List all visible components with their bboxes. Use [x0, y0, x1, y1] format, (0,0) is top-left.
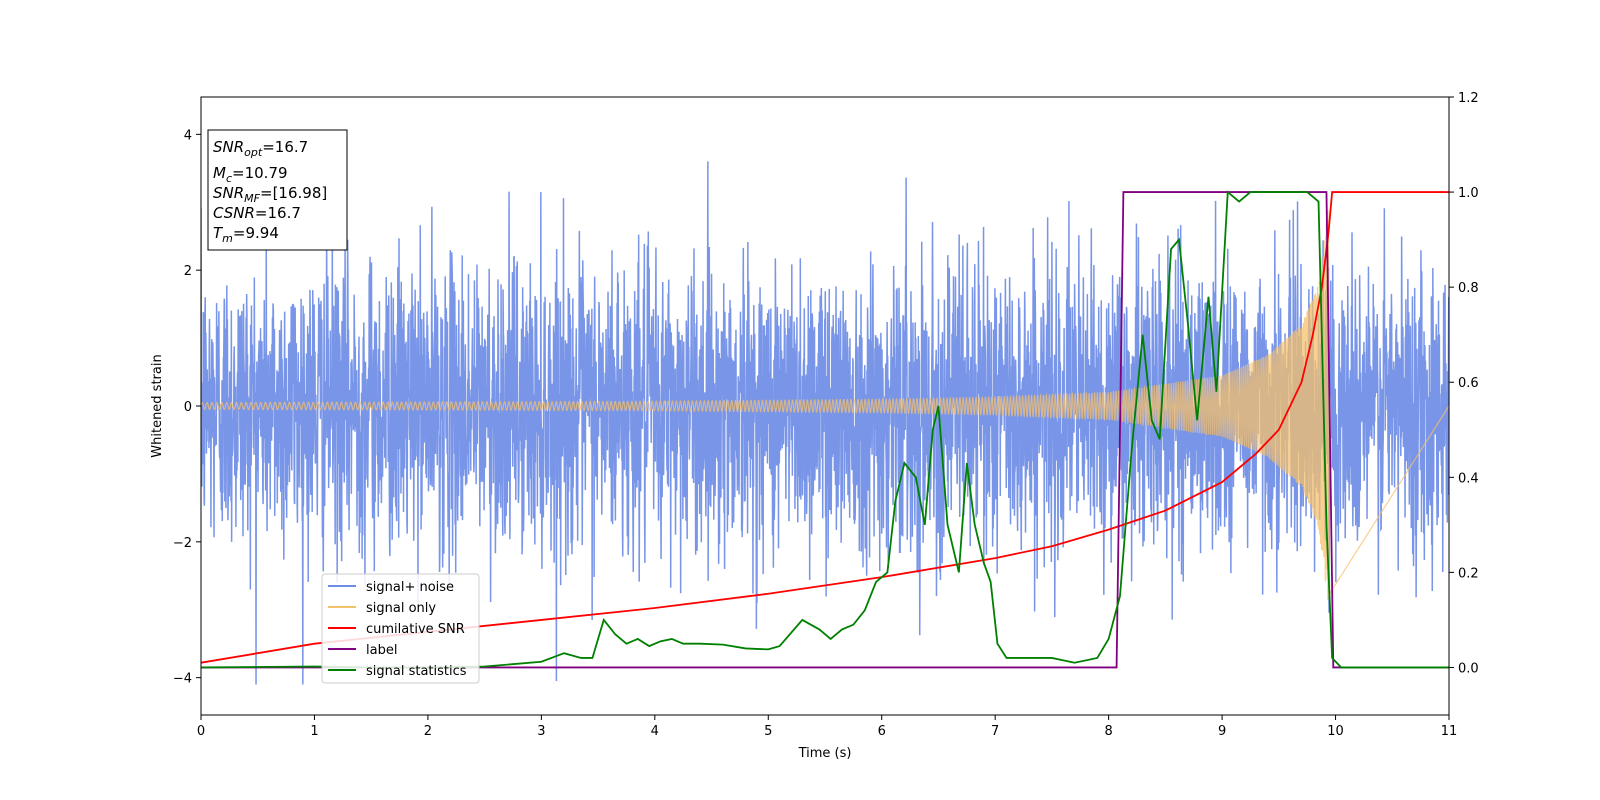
legend-label-cumilative-snr: cumilative SNR	[366, 622, 465, 637]
x-tick-label: 8	[1104, 724, 1112, 739]
info-box-frame	[207, 129, 348, 251]
legend-label-signal-statistics: signal statistics	[366, 664, 467, 679]
y-left-tick-label: 2	[184, 264, 192, 279]
y-right-tick-label: 0.8	[1458, 281, 1479, 296]
x-tick-label: 2	[424, 724, 432, 739]
y-axis-label-left: Whitened strain	[150, 354, 165, 457]
y-right-tick-label: 1.2	[1458, 91, 1479, 106]
x-tick-label: 10	[1327, 724, 1344, 739]
y-left-tick-label: 0	[184, 400, 192, 415]
x-tick-label: 5	[764, 724, 772, 739]
legend-label-label: label	[366, 643, 397, 658]
legend-frame	[321, 573, 480, 684]
legend-label-signal-noise: signal+ noise	[366, 580, 454, 595]
info-line: Mc=10.79	[213, 164, 288, 185]
legend-label-signal-only: signal only	[366, 601, 436, 616]
y-left-tick-label: −2	[173, 536, 192, 551]
info-line: SNRopt=16.7	[213, 138, 308, 159]
y-right-tick-label: 0.6	[1458, 376, 1479, 391]
x-tick-label: 4	[651, 724, 659, 739]
y-right-tick-label: 1.0	[1458, 186, 1479, 201]
y-right-tick-label: 0.2	[1458, 566, 1479, 581]
x-tick-label: 0	[197, 724, 205, 739]
x-tick-label: 9	[1218, 724, 1226, 739]
info-line: Tm=9.94	[213, 224, 279, 245]
info-line: SNRMF=[16.98]	[213, 184, 327, 205]
info-line: CSNR=16.7	[213, 204, 301, 222]
y-right-tick-label: 0.0	[1458, 661, 1479, 676]
y-left-tick-label: 4	[184, 128, 192, 143]
x-axis-label: Time (s)	[798, 746, 852, 761]
y-left-tick-label: −4	[173, 672, 192, 687]
legend: signal+ noise signal only cumilative SNR la…	[321, 573, 480, 684]
info-box: SNRopt=16.7 Mc=10.79SNRMF=[16.98]CSNR=16.…	[207, 129, 348, 251]
series-signal-statistics	[201, 190, 1449, 669]
x-tick-label: 1	[310, 724, 318, 739]
series-signal-only	[201, 210, 1449, 600]
y-right-tick-label: 0.4	[1458, 471, 1479, 486]
x-tick-label: 6	[878, 724, 886, 739]
x-tick-label: 11	[1441, 724, 1458, 739]
x-tick-label: 7	[991, 724, 999, 739]
x-tick-label: 3	[537, 724, 545, 739]
